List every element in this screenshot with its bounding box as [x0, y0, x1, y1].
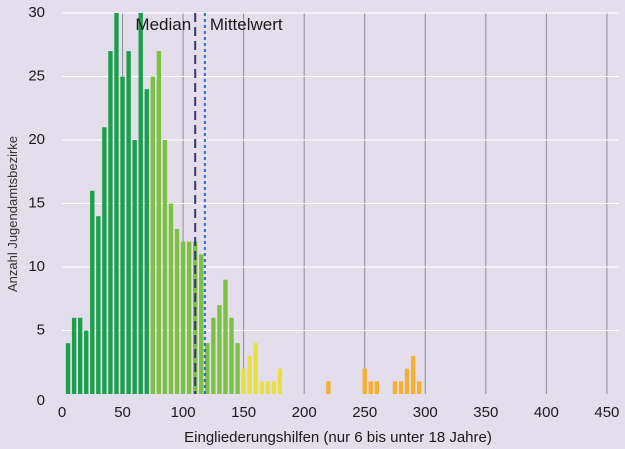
- x-tick-label-450: 450: [594, 404, 619, 421]
- y-tick-label-20: 20: [28, 131, 45, 148]
- x-tick-label-200: 200: [292, 404, 317, 421]
- bar-15: [77, 317, 83, 394]
- bar-295: [417, 381, 422, 394]
- bar-160: [253, 343, 258, 394]
- bar-180: [277, 368, 283, 394]
- y-tick-label-10: 10: [28, 258, 45, 275]
- bar-120: [205, 343, 210, 394]
- annotation-median: Median: [135, 15, 191, 34]
- bar-260: [374, 381, 380, 394]
- bars-group: [65, 13, 422, 395]
- bar-85: [162, 140, 168, 394]
- bar-155: [247, 355, 252, 394]
- bar-140: [229, 317, 234, 394]
- bar-40: [108, 51, 113, 394]
- x-tick-label-50: 50: [114, 404, 131, 421]
- bar-45: [114, 13, 119, 394]
- bar-130: [217, 305, 222, 394]
- y-tick-label-0: 0: [37, 392, 45, 409]
- bar-170: [265, 381, 271, 394]
- bar-125: [211, 317, 216, 394]
- x-axis-tick-labels: 0 50 100 150 200 250 300 350 400 450: [58, 404, 620, 421]
- y-axis-tick-labels: 0 5 10 15 20 25 30: [28, 4, 45, 409]
- bar-105: [186, 241, 192, 394]
- bar-10: [71, 317, 77, 394]
- bar-55: [126, 51, 131, 394]
- bar-25: [90, 190, 95, 394]
- x-tick-label-350: 350: [473, 404, 498, 421]
- y-tick-label-15: 15: [28, 195, 45, 212]
- x-tick-label-0: 0: [58, 404, 66, 421]
- bar-100: [180, 241, 186, 394]
- bar-280: [398, 381, 404, 394]
- bar-90: [168, 203, 174, 394]
- bar-255: [368, 381, 373, 394]
- bar-115: [199, 254, 204, 394]
- x-axis-title: Eingliederungshilfen (nur 6 bis unter 18…: [184, 429, 492, 446]
- y-tick-label-30: 30: [28, 4, 45, 21]
- bar-250: [362, 368, 367, 394]
- bar-65: [138, 13, 143, 394]
- x-tick-label-300: 300: [413, 404, 438, 421]
- y-axis-title: Anzahl Jugendamtsbezirke: [5, 136, 20, 292]
- bar-95: [174, 228, 180, 394]
- bar-275: [392, 381, 398, 394]
- bar-70: [144, 89, 149, 394]
- bar-50: [120, 76, 125, 394]
- bar-165: [259, 381, 264, 394]
- bar-75: [150, 76, 155, 394]
- bar-5: [65, 343, 71, 394]
- bar-150: [241, 368, 246, 394]
- bar-60: [132, 140, 137, 394]
- y-tick-label-25: 25: [28, 68, 45, 85]
- bar-35: [102, 127, 107, 395]
- x-tick-label-250: 250: [352, 404, 377, 421]
- x-tick-label-150: 150: [231, 404, 256, 421]
- x-tick-label-400: 400: [534, 404, 559, 421]
- bar-290: [410, 355, 416, 394]
- bar-30: [96, 216, 101, 394]
- y-tick-label-5: 5: [37, 322, 45, 339]
- bar-220: [326, 381, 331, 394]
- bar-135: [223, 279, 228, 394]
- annotation-mittelwert: Mittelwert: [210, 15, 283, 34]
- x-tick-label-100: 100: [171, 404, 196, 421]
- bar-285: [404, 368, 410, 394]
- bar-20: [84, 330, 89, 394]
- reference-lines: Median Mittelwert: [135, 13, 283, 394]
- bar-110: [193, 241, 198, 394]
- bar-175: [271, 381, 277, 394]
- bar-80: [156, 51, 162, 394]
- bar-145: [235, 343, 240, 394]
